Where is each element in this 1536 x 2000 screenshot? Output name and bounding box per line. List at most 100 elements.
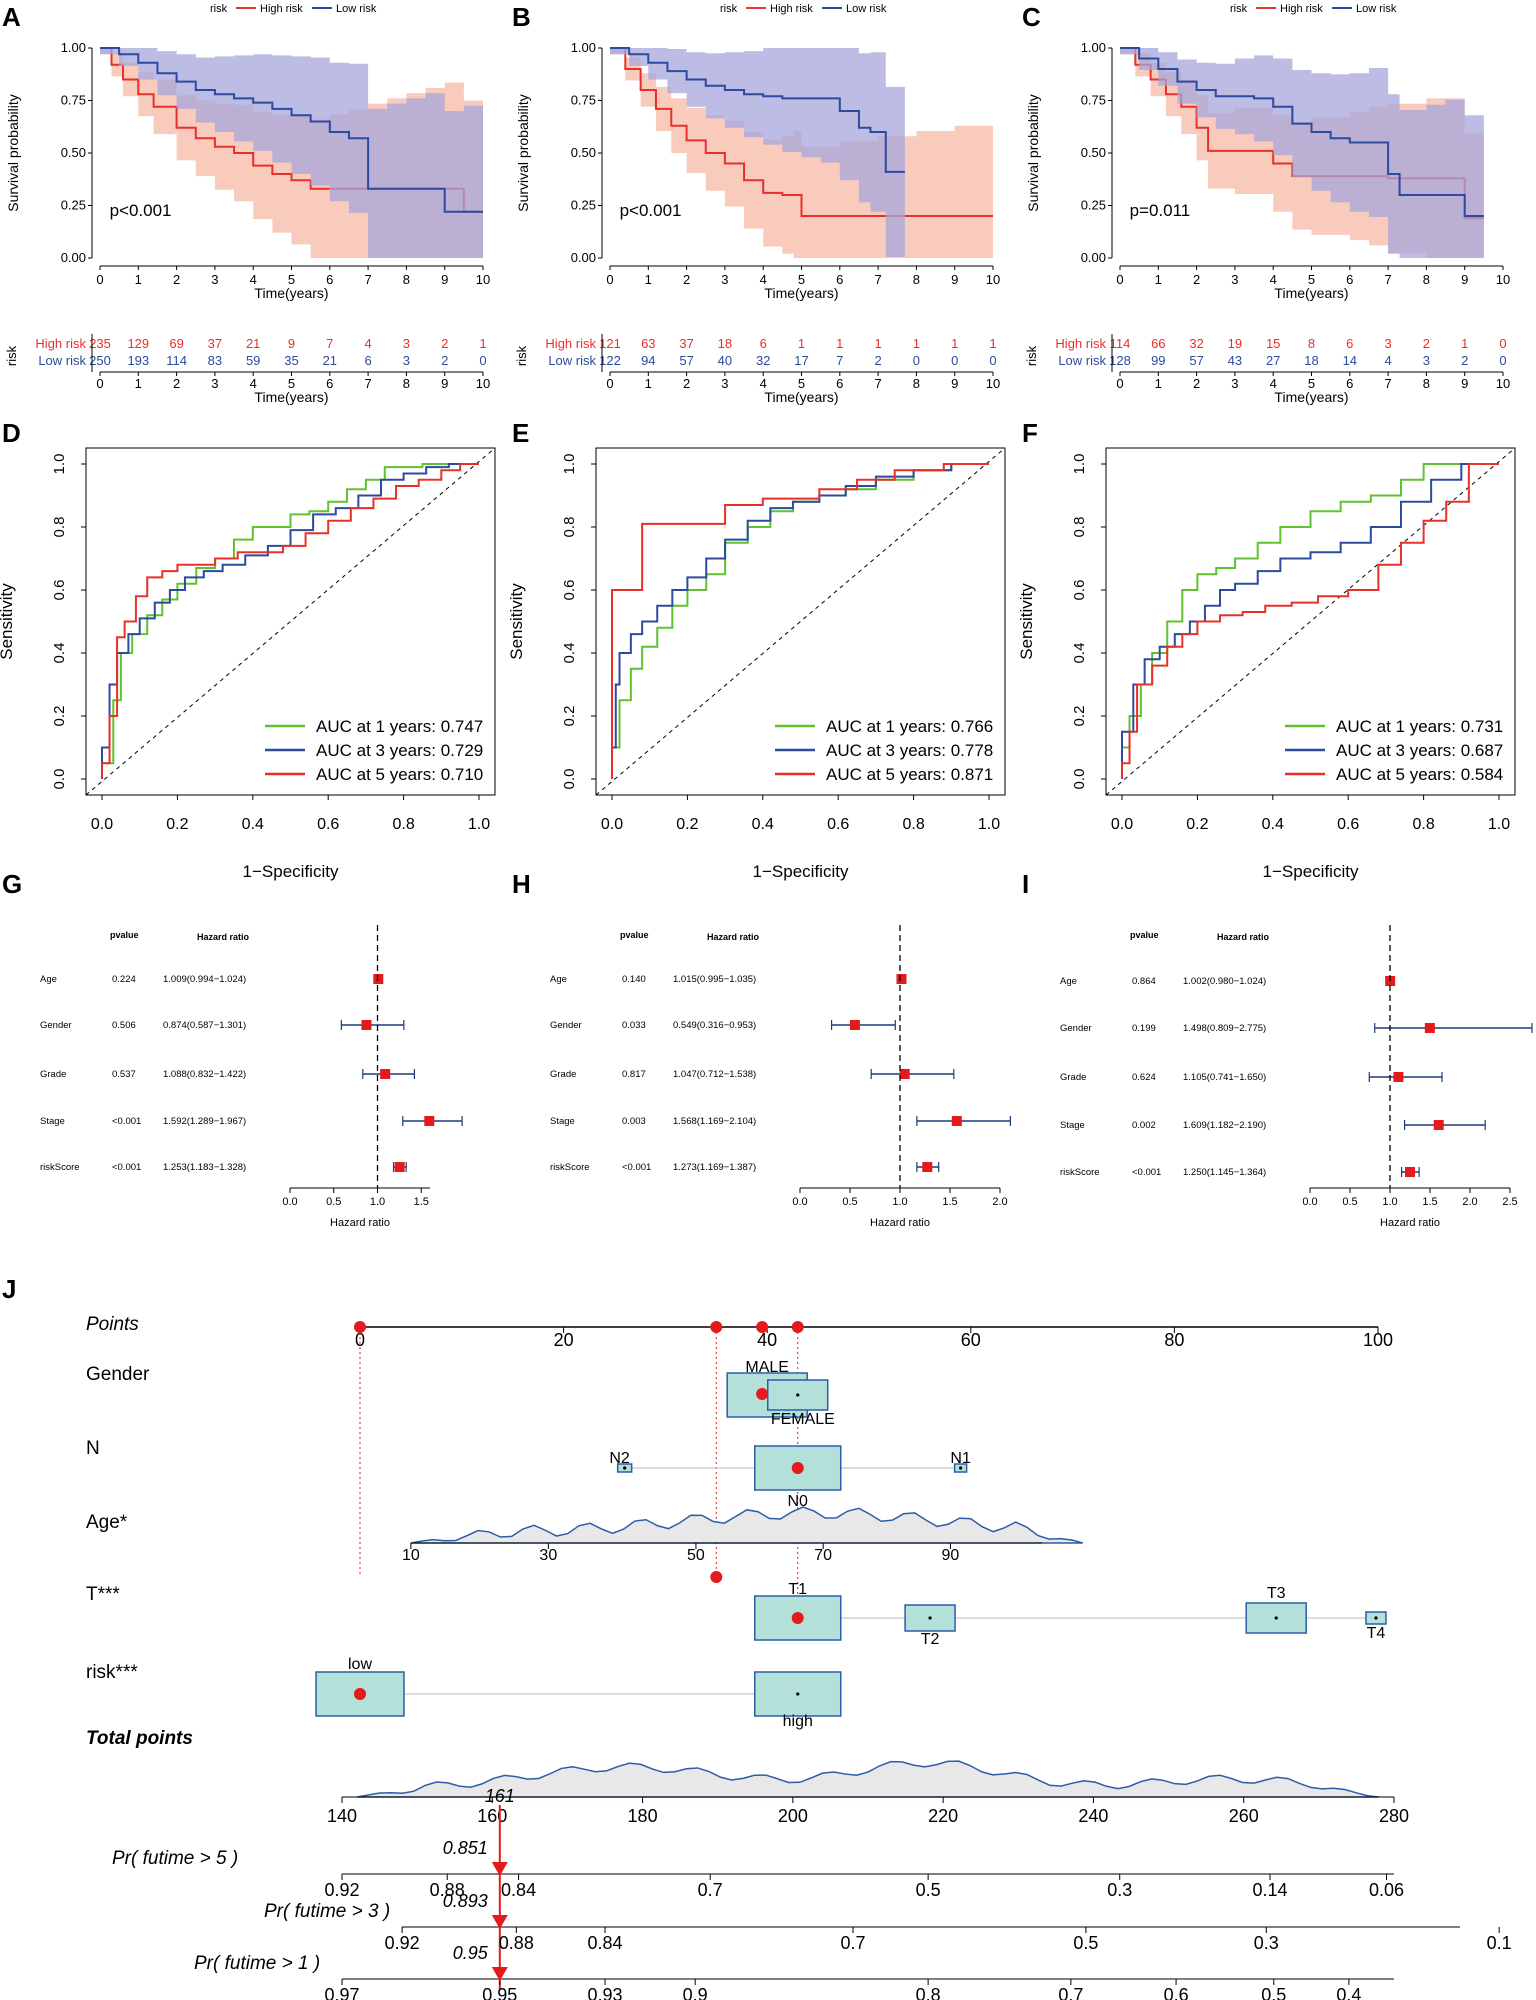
probability-tick-label: 0.06 <box>1369 1880 1404 1900</box>
risk-table-count: 4 <box>1384 353 1391 368</box>
x-tick-label: 0.0 <box>792 1196 807 1208</box>
y-tick-label: 0.25 <box>61 198 86 213</box>
total-points-tick-label: 180 <box>628 1806 658 1826</box>
panel-letter-E: E <box>512 418 529 448</box>
x-tick-label: 2 <box>683 272 690 287</box>
x-tick-label: 0.0 <box>601 816 623 833</box>
y-tick-label: 0.0 <box>1071 769 1088 790</box>
plot-frame <box>595 447 1006 796</box>
selected-point-marker <box>756 1321 769 1333</box>
x-tick-label: 1 <box>1155 272 1162 287</box>
x-tick-label: 1.0 <box>978 816 1000 833</box>
age-tick-label: 90 <box>942 1547 960 1564</box>
level-label: N0 <box>788 1493 809 1510</box>
header-hazard-ratio: Hazard ratio <box>1217 932 1270 942</box>
p-value: p<0.001 <box>110 201 172 220</box>
header-pvalue: pvalue <box>620 930 649 940</box>
variable-label-n: N <box>86 1438 100 1459</box>
panel-letter-F: F <box>1022 418 1038 448</box>
x-axis-label: Hazard ratio <box>870 1217 930 1229</box>
x-tick-label: 0.6 <box>1337 816 1359 833</box>
risk-x-tick-label: 6 <box>326 376 333 391</box>
risk-table-count: 3 <box>403 353 410 368</box>
x-tick-label: 0.8 <box>902 816 924 833</box>
row-hazard-ratio: 1.592(1.289−1.967) <box>163 1116 246 1127</box>
prediction-arrow <box>491 1915 508 1929</box>
x-tick-label: 0.4 <box>1262 816 1284 833</box>
legend-title: risk <box>1230 3 1248 15</box>
row-hazard-ratio: 1.609(1.182−2.190) <box>1183 1120 1266 1131</box>
row-variable: Stage <box>40 1116 65 1127</box>
row-pvalue: 0.624 <box>1132 1072 1156 1083</box>
ci-band-low <box>100 48 483 258</box>
km-panel-C: risk High risk Low risk 0.00 0.25 0.50 0.75 1.0… <box>1024 3 1510 405</box>
plot-frame <box>85 447 496 796</box>
probability-value: 0.95 <box>453 1943 489 1963</box>
risk-x-tick-label: 4 <box>250 376 257 391</box>
risk-table-count: 19 <box>1228 336 1242 351</box>
variable-label-age: Age* <box>86 1512 128 1533</box>
row-variable: riskScore <box>1060 1167 1100 1178</box>
risk-table-count: 27 <box>1266 353 1280 368</box>
x-tick-label: 1.0 <box>892 1196 907 1208</box>
legend-high-label: High risk <box>770 3 813 15</box>
panel-letter-D: D <box>2 418 21 448</box>
risk-table-count: 32 <box>1189 336 1203 351</box>
x-tick-label: 1.5 <box>942 1196 957 1208</box>
x-tick-label: 3 <box>211 272 218 287</box>
x-tick-label: 0.2 <box>676 816 698 833</box>
diagonal-reference <box>1105 447 1516 796</box>
x-tick-label: 0 <box>1116 272 1123 287</box>
risk-table-count: 18 <box>718 336 732 351</box>
row-pvalue: <0.001 <box>622 1162 651 1173</box>
y-axis-label: Sensitivity <box>0 583 16 660</box>
t-box-t3-center <box>1274 1616 1278 1620</box>
risk-table-count: 7 <box>836 353 843 368</box>
x-tick-label: 7 <box>364 272 371 287</box>
risk-table-count: 8 <box>1308 336 1315 351</box>
y-tick-label: 1.0 <box>1071 454 1088 475</box>
level-label: N2 <box>609 1450 630 1467</box>
x-tick-label: 1.5 <box>1422 1196 1437 1208</box>
legend-low-label: Low risk <box>336 3 377 15</box>
panel-letter-H: H <box>512 869 531 899</box>
probability-tick-label: 0.5 <box>1261 1985 1286 2000</box>
x-tick-label: 0.6 <box>827 816 849 833</box>
t-box-t4-center <box>1374 1616 1378 1620</box>
x-tick-label: 9 <box>441 272 448 287</box>
risk-x-tick-label: 4 <box>760 376 767 391</box>
probability-label: Pr( futime > 3 ) <box>264 1901 390 1922</box>
x-tick-label: 8 <box>403 272 410 287</box>
y-tick-label: 0.8 <box>51 517 68 538</box>
row-hazard-ratio: 1.002(0.980−1.024) <box>1183 976 1266 987</box>
row-variable: Age <box>40 974 57 985</box>
roc-panel-E: 0.0 0.2 0.4 0.6 0.8 1.0 0.0 0.2 0.4 0.6 0.8 1.0 1−Sp… <box>507 447 1006 881</box>
n-box-n2-center <box>623 1466 627 1470</box>
risk-table-count: 2 <box>1423 336 1430 351</box>
probability-tick-label: 0.3 <box>1107 1880 1132 1900</box>
y-tick-label: 1.0 <box>51 454 68 475</box>
risk-table-count: 1 <box>951 336 958 351</box>
x-tick-label: 6 <box>326 272 333 287</box>
row-pvalue: 0.864 <box>1132 976 1156 987</box>
y-tick-label: 1.00 <box>1081 40 1106 55</box>
level-label: T3 <box>1267 1585 1286 1602</box>
points-tick-label: 0 <box>355 1330 365 1350</box>
x-tick-label: 0 <box>606 272 613 287</box>
x-tick-label: 0.5 <box>1342 1196 1357 1208</box>
hr-point <box>1405 1167 1415 1177</box>
risk-table-count: 2 <box>441 353 448 368</box>
total-points-tick-label: 160 <box>477 1806 507 1826</box>
risk-table-count: 3 <box>1423 353 1430 368</box>
risk-table-count: 15 <box>1266 336 1280 351</box>
t-box-t2-center <box>928 1616 932 1620</box>
probability-tick-label: 0.5 <box>1073 1933 1098 1953</box>
hr-point <box>849 1020 860 1030</box>
level-label: T1 <box>788 1581 807 1598</box>
x-tick-label: 0.8 <box>392 816 414 833</box>
x-tick-label: 0.0 <box>1111 816 1133 833</box>
y-tick-label: 0.50 <box>1081 145 1106 160</box>
hr-point <box>896 974 907 984</box>
x-tick-label: 0.4 <box>752 816 774 833</box>
